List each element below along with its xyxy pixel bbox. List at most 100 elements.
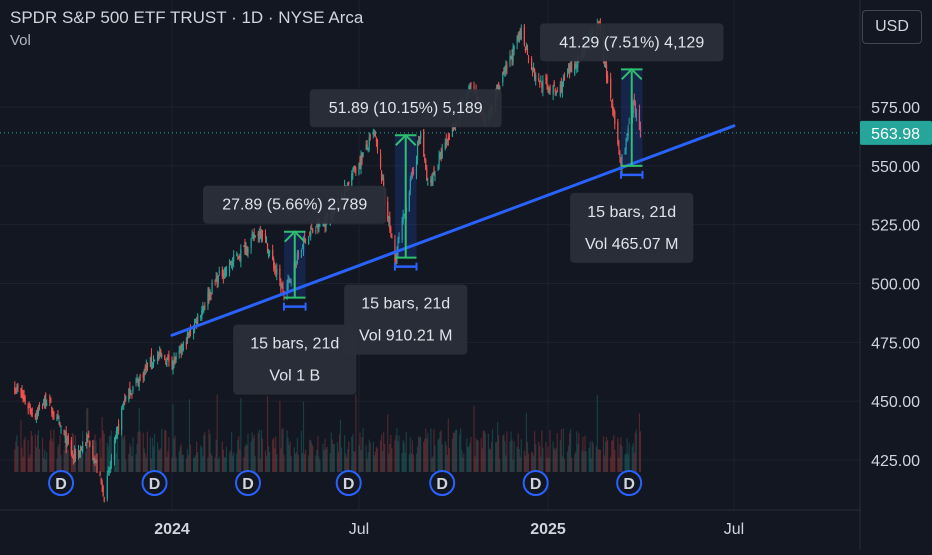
candle-body (80, 446, 83, 450)
candle-body (540, 80, 542, 82)
volume-bar (516, 446, 518, 472)
time-axis[interactable]: 2024 Jul 2025 Jul (0, 509, 932, 550)
volume-bar (451, 438, 454, 472)
candle-body (63, 429, 65, 435)
volume-bar (336, 442, 338, 472)
measure-change-label: 51.89 (10.15%) 5,189 (329, 100, 483, 117)
volume-bar (302, 401, 305, 472)
volume-bar (603, 455, 606, 472)
candle-body (351, 174, 353, 187)
candle-body (53, 412, 55, 418)
candle-body (295, 264, 297, 268)
volume-bar (588, 447, 590, 472)
candle-body (102, 486, 104, 497)
symbol-title[interactable]: SPDR S&P 500 ETF TRUST · 1D · NYSE Arca (10, 8, 364, 27)
candle-body (310, 231, 312, 237)
volume-bar (455, 429, 458, 472)
candle-body (186, 333, 189, 343)
volume-bar (152, 446, 155, 472)
candle-body (433, 168, 435, 174)
candle-body (566, 73, 569, 77)
candle-body (287, 279, 289, 289)
candle-body (503, 71, 505, 75)
candle-body (175, 356, 177, 361)
candle-body (113, 440, 116, 460)
volume-bar (430, 428, 432, 472)
candle-body (533, 67, 535, 72)
volume-bar (102, 430, 104, 472)
time-axis-bg (0, 510, 932, 550)
candle-body (171, 357, 173, 367)
candle-body (545, 77, 547, 81)
candle-body (225, 269, 228, 272)
candle-body (49, 399, 51, 401)
candle-body (610, 78, 612, 98)
volume-bar (194, 457, 196, 472)
candle-body (137, 382, 139, 386)
volume-bar (273, 437, 275, 472)
volume-bar (135, 454, 137, 472)
dividend-marker-label: D (623, 476, 635, 493)
volume-bar (310, 439, 312, 472)
candle-body (244, 241, 246, 254)
candle-body (366, 144, 368, 147)
volume-bar (236, 453, 238, 472)
candle-body (511, 54, 513, 61)
volume-bar (379, 440, 382, 472)
volume-bar (67, 449, 69, 472)
volume-bar (380, 434, 383, 472)
candle-body (469, 84, 471, 87)
volume-bar (29, 454, 31, 472)
volume-bar (606, 440, 609, 472)
trendline-drawing[interactable] (170, 124, 736, 337)
candle-body (440, 151, 442, 160)
candle-body (64, 434, 66, 438)
candle-body (23, 395, 25, 400)
candle-body (200, 315, 202, 319)
candle-body (527, 58, 530, 60)
volume-bar (638, 413, 641, 472)
measure-info-box (570, 192, 694, 263)
candle-body (448, 138, 450, 140)
volume-bar (351, 436, 353, 472)
candle-body (159, 352, 161, 355)
volume-bar (523, 450, 525, 472)
volume-bar (481, 448, 483, 472)
candle-body (202, 306, 204, 314)
measure-bars-label: 15 bars, 21d (250, 336, 339, 353)
currency-button[interactable]: USD (862, 10, 922, 44)
candle-body (318, 222, 320, 231)
volume-bar (490, 442, 493, 472)
volume-bar (585, 451, 587, 472)
candle-body (519, 29, 521, 36)
candle-body (316, 224, 318, 228)
candle-body (99, 472, 101, 476)
candle-body (568, 64, 571, 75)
candle-body (239, 255, 241, 258)
volume-legend-label[interactable]: Vol (10, 32, 31, 49)
volume-bar (345, 453, 347, 472)
candle-body (439, 153, 441, 157)
volume-bar (540, 456, 542, 472)
candle-body (247, 249, 249, 254)
candle-body (222, 273, 224, 278)
volume-bar (132, 437, 134, 472)
volume-bar (110, 430, 112, 472)
candle-body (530, 58, 533, 70)
volume-bar (460, 428, 462, 472)
candle-body (547, 86, 549, 91)
volume-bar (504, 441, 506, 472)
volume-bar (331, 439, 333, 472)
measure-drawings[interactable]: 27.89 (5.66%) 2,789 15 bars, 21d Vol 1 B 51… (203, 23, 724, 395)
candle-body (236, 255, 238, 257)
candle-body (46, 402, 48, 406)
volume-bar (253, 434, 255, 472)
volume-bar (510, 431, 512, 472)
volume-bar (146, 431, 148, 472)
volume-bar (124, 435, 126, 472)
volume-bar (411, 440, 413, 472)
price-axis[interactable]: 425.00 450.00 475.00 500.00 525.00 550.00 575.… (859, 0, 932, 550)
